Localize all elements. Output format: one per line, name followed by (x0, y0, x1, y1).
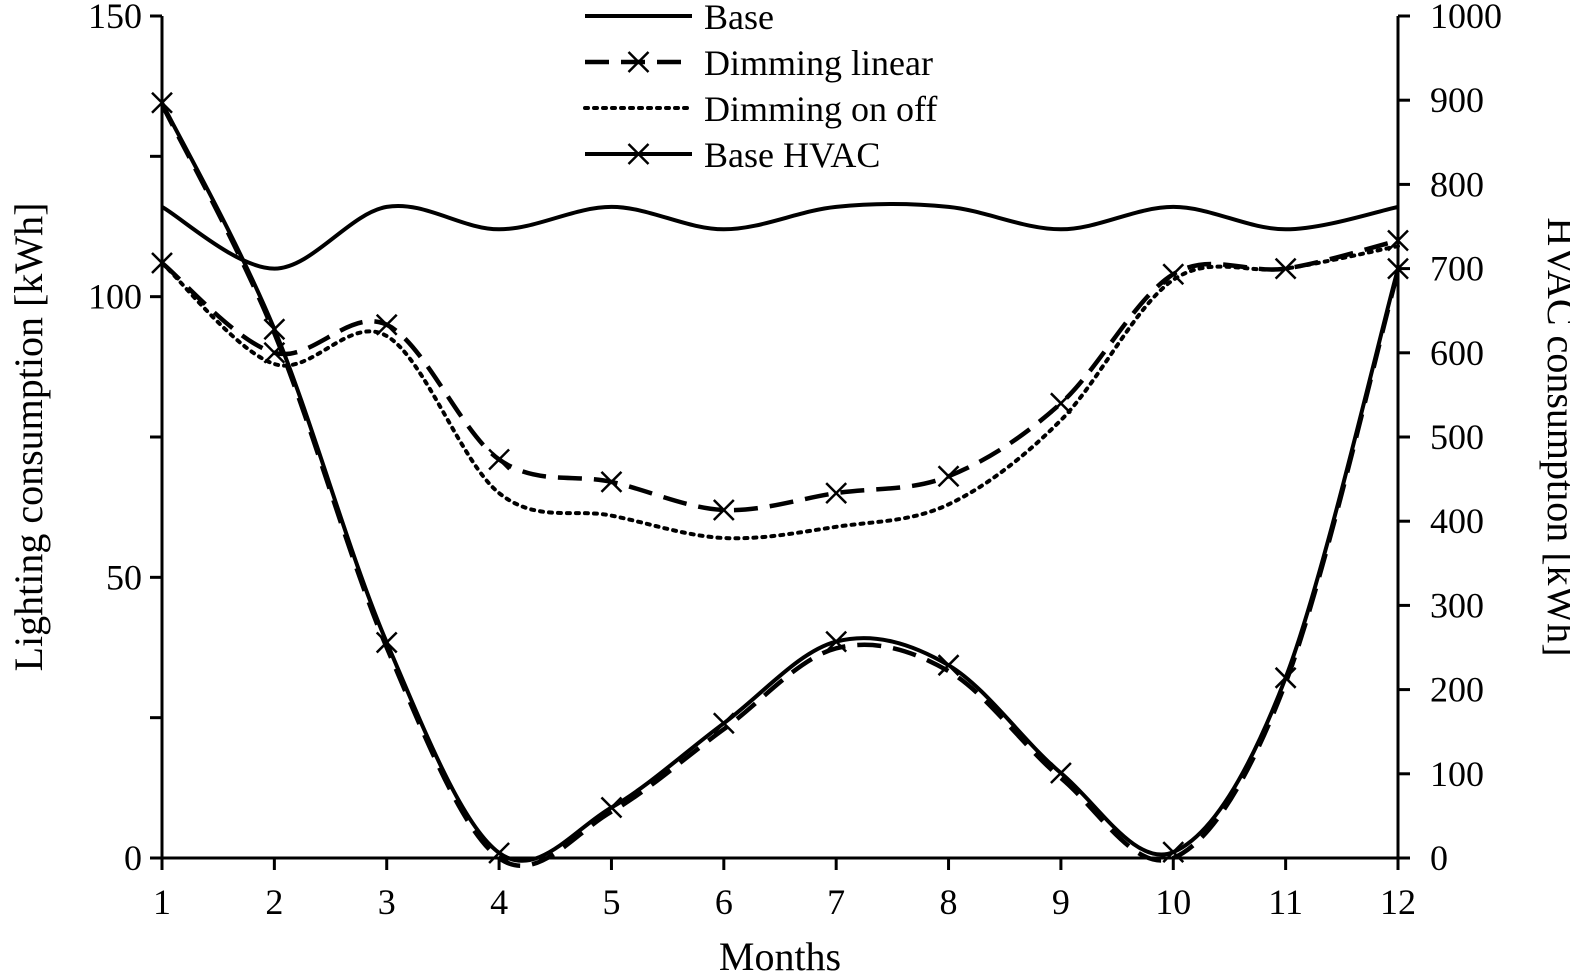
data-point-base-hvac (151, 91, 173, 114)
y-right-tick-label: 200 (1430, 670, 1484, 710)
y-left-tick-label: 0 (124, 838, 142, 878)
y-left-tick-label: 150 (88, 0, 142, 36)
series-base-hvac (151, 91, 1409, 864)
y-left-tick-label: 100 (88, 277, 142, 317)
series-group (151, 91, 1409, 868)
y-left-tick-label: 50 (106, 557, 142, 597)
data-point-dimming-linear (600, 471, 623, 493)
series-line-base (161, 202, 1399, 271)
legend-label-dimming-on-off: Dimming on off (704, 89, 937, 129)
data-point-dimming-linear (1162, 263, 1185, 286)
x-tick-label: 10 (1155, 882, 1191, 922)
data-point-dimming-linear (937, 465, 960, 488)
data-point-dimming-linear (1387, 229, 1409, 252)
x-axis-title: Months (719, 934, 841, 973)
legend-marker-base-hvac (627, 143, 650, 165)
data-point-dimming-linear (375, 313, 398, 336)
y-axis-left-title: Lighting consumption [kWh] (6, 203, 51, 672)
y-right-tick-label: 700 (1430, 249, 1484, 289)
legend: Base Dimming linear Dimming on off Base HVA… (583, 0, 937, 175)
data-point-base-hvac (263, 318, 286, 341)
legend-label-dimming-linear: Dimming linear (704, 43, 933, 83)
x-tick-label: 8 (940, 882, 958, 922)
y-right-tick-label: 100 (1430, 754, 1484, 794)
legend-item-base: Base (585, 0, 774, 37)
data-point-dimming-linear (1050, 392, 1072, 415)
legend-item-dimming-linear: Dimming linear (585, 43, 933, 83)
x-tick-label: 5 (602, 882, 620, 922)
data-point-dimming-linear (712, 499, 735, 521)
y-right-tick-label: 500 (1430, 417, 1484, 457)
series-unnamed-4 (159, 103, 1401, 868)
data-point-dimming-linear (825, 482, 848, 505)
y-right-tick-label: 900 (1430, 80, 1484, 120)
series-line-base-hvac (160, 101, 1400, 863)
x-tick-label: 1 (153, 882, 171, 922)
data-point-base-hvac (712, 712, 735, 735)
x-tick-label: 2 (265, 882, 283, 922)
y-right-tick-label: 1000 (1430, 0, 1502, 36)
data-point-base-hvac (1162, 841, 1185, 863)
series-base (161, 202, 1399, 271)
series-dimming-on-off (160, 244, 1400, 541)
y-right-tick-label: 400 (1430, 501, 1484, 541)
series-dimming-linear (151, 229, 1409, 521)
legend-item-dimming-on-off: Dimming on off (583, 89, 937, 129)
data-point-dimming-linear (488, 448, 510, 471)
legend-marker-dimming-linear (627, 51, 650, 73)
data-point-base-hvac (1050, 762, 1072, 784)
axes: 0 50 100 150 0 100 200 300 400 500 600 700 800 900 100… (88, 0, 1502, 922)
y-right-tick-label: 300 (1430, 585, 1484, 625)
x-tick-label: 7 (827, 882, 845, 922)
x-tick-label: 4 (490, 882, 508, 922)
data-point-base-hvac (1387, 257, 1409, 280)
legend-item-base-hvac: Base HVAC (585, 135, 880, 175)
y-axis-right-title: HVAC consumption [kWh] (1539, 217, 1570, 656)
y-right-tick-label: 0 (1430, 838, 1448, 878)
series-line-dimming-on-off (160, 244, 1400, 541)
legend-label-base: Base (704, 0, 774, 37)
legend-label-base-hvac: Base HVAC (704, 135, 880, 175)
x-tick-label: 11 (1268, 882, 1303, 922)
series-line-dimming-linear (160, 238, 1399, 513)
x-tick-label: 9 (1052, 882, 1070, 922)
x-tick-label: 3 (378, 882, 396, 922)
x-tick-label: 12 (1380, 882, 1416, 922)
y-right-tick-label: 600 (1430, 333, 1484, 373)
data-point-base-hvac (937, 654, 960, 677)
y-right-tick-label: 800 (1430, 164, 1484, 204)
x-tick-label: 6 (715, 882, 733, 922)
data-point-dimming-linear (1274, 257, 1297, 280)
series-line-unnamed-4 (159, 103, 1401, 868)
